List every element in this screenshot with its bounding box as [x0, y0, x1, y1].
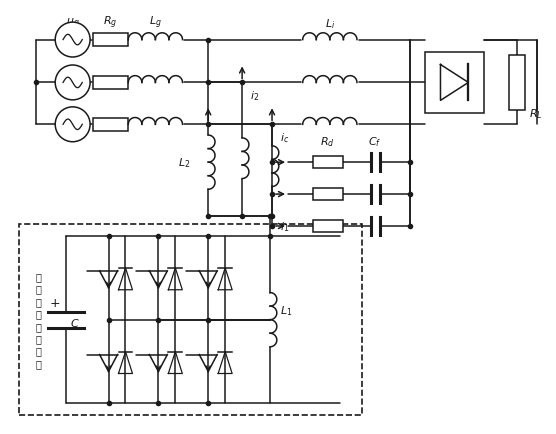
Bar: [93, 77, 128, 90]
Bar: [313, 220, 343, 233]
Text: $u_g$: $u_g$: [66, 16, 80, 30]
Text: $i_1$: $i_1$: [280, 220, 289, 233]
Bar: [313, 189, 343, 201]
Bar: [93, 34, 128, 47]
Text: $L_i$: $L_i$: [325, 17, 335, 30]
Text: $i_2$: $i_2$: [250, 89, 259, 103]
Bar: [313, 157, 343, 169]
Text: $R_g$: $R_g$: [103, 14, 118, 30]
Text: $L_2$: $L_2$: [178, 156, 190, 170]
Text: $i_c$: $i_c$: [280, 131, 289, 145]
Text: $L_1$: $L_1$: [280, 303, 292, 317]
Bar: [509, 56, 525, 111]
Text: 电
压
型
有
源
滤
波
器: 电 压 型 有 源 滤 波 器: [36, 272, 42, 368]
Circle shape: [55, 66, 90, 101]
Circle shape: [55, 23, 90, 58]
Bar: [425, 53, 484, 114]
Text: $L_g$: $L_g$: [149, 14, 162, 30]
Text: $R_d$: $R_d$: [320, 135, 335, 149]
Circle shape: [55, 108, 90, 142]
Text: +: +: [50, 296, 61, 309]
Bar: [19, 224, 362, 415]
Bar: [93, 118, 128, 132]
Text: $R_L$: $R_L$: [529, 107, 543, 121]
Text: $C$: $C$: [70, 316, 80, 328]
Text: $C_f$: $C_f$: [368, 135, 381, 149]
